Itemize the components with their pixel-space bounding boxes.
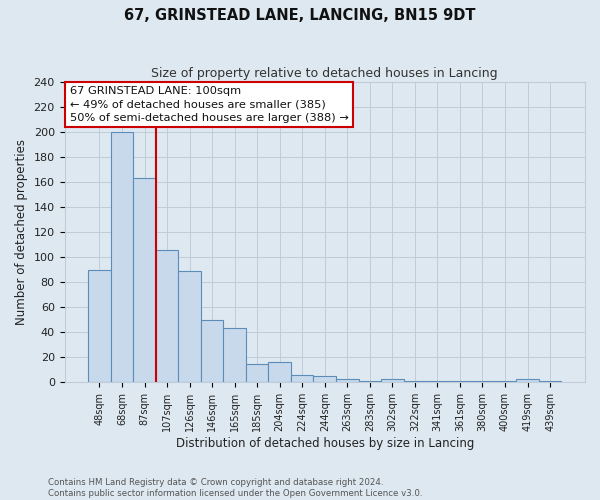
Text: Contains HM Land Registry data © Crown copyright and database right 2024.
Contai: Contains HM Land Registry data © Crown c… [48, 478, 422, 498]
Bar [539, 381, 562, 382]
Bar [88, 270, 111, 382]
Bar [111, 132, 133, 382]
Bar [494, 381, 516, 382]
Bar [404, 381, 426, 382]
Bar [156, 250, 178, 382]
Bar [336, 378, 359, 382]
Bar [268, 362, 291, 382]
Bar [471, 381, 494, 382]
Bar [133, 178, 156, 382]
Bar [516, 378, 539, 382]
Bar [426, 381, 449, 382]
Text: 67, GRINSTEAD LANE, LANCING, BN15 9DT: 67, GRINSTEAD LANE, LANCING, BN15 9DT [124, 8, 476, 22]
Title: Size of property relative to detached houses in Lancing: Size of property relative to detached ho… [151, 68, 498, 80]
Bar [201, 320, 223, 382]
Bar [359, 381, 381, 382]
Bar [246, 364, 268, 382]
Bar [449, 381, 471, 382]
Bar [381, 378, 404, 382]
Text: 67 GRINSTEAD LANE: 100sqm
← 49% of detached houses are smaller (385)
50% of semi: 67 GRINSTEAD LANE: 100sqm ← 49% of detac… [70, 86, 349, 122]
Bar [313, 376, 336, 382]
Bar [291, 375, 313, 382]
Bar [223, 328, 246, 382]
Bar [178, 271, 201, 382]
X-axis label: Distribution of detached houses by size in Lancing: Distribution of detached houses by size … [176, 437, 474, 450]
Y-axis label: Number of detached properties: Number of detached properties [15, 139, 28, 325]
